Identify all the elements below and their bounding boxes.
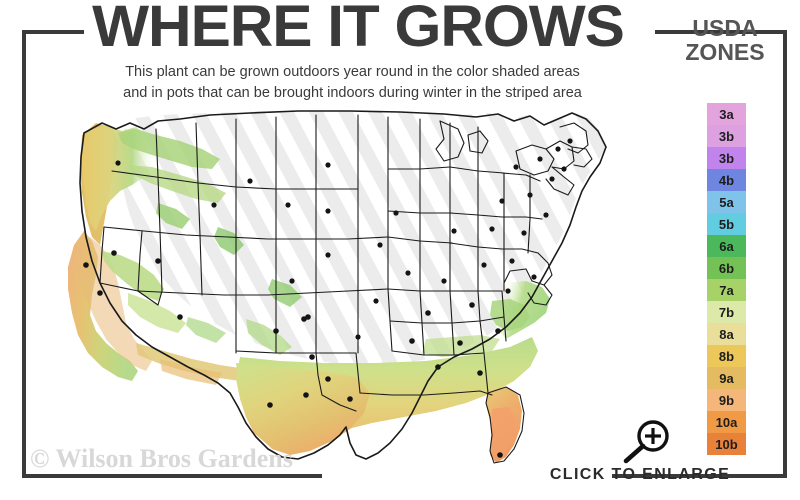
legend-swatch-10b-15: 10b bbox=[707, 433, 746, 455]
subtitle-line-1: This plant can be grown outdoors year ro… bbox=[125, 64, 580, 80]
page-title: WHERE IT GROWS bbox=[92, 0, 625, 59]
legend-swatch-3a-0: 3a bbox=[707, 103, 746, 125]
legend-swatch-6b-7: 6b bbox=[707, 257, 746, 279]
map-city-dots bbox=[83, 138, 573, 458]
legend-swatch-7b-9: 7b bbox=[707, 301, 746, 323]
legend-swatch-9a-12: 9a bbox=[707, 367, 746, 389]
watermark: © Wilson Bros Gardens bbox=[30, 444, 293, 473]
click-to-enlarge-label[interactable]: CLICK TO ENLARGE bbox=[549, 466, 731, 483]
magnifier-plus-icon[interactable] bbox=[620, 418, 676, 466]
legend-swatch-6a-6: 6a bbox=[707, 235, 746, 257]
legend-swatch-5a-4: 5a bbox=[707, 191, 746, 213]
page-subtitle: This plant can be grown outdoors year ro… bbox=[40, 62, 665, 104]
subtitle-line-2: and in pots that can be brought indoors … bbox=[123, 85, 582, 102]
legend-title-line-1: USDA bbox=[692, 15, 758, 41]
legend-swatch-4b-3: 4b bbox=[707, 169, 746, 191]
legend-swatch-8b-11: 8b bbox=[707, 345, 746, 367]
legend-swatch-5b-5: 5b bbox=[707, 213, 746, 235]
frame-bottom-left-edge bbox=[22, 474, 322, 478]
legend-swatch-7a-8: 7a bbox=[707, 279, 746, 301]
frame-left-edge bbox=[22, 30, 26, 478]
legend-title-line-2: ZONES bbox=[685, 39, 765, 66]
legend-title: USDA ZONES bbox=[667, 16, 783, 64]
legend-swatch-3b-2: 3b bbox=[707, 147, 746, 169]
frame-right-edge bbox=[783, 32, 787, 478]
frame-top-left-edge bbox=[22, 30, 84, 34]
map-state-borders bbox=[79, 110, 607, 464]
frame-top-right-edge bbox=[655, 30, 787, 34]
usda-zone-map bbox=[40, 105, 670, 475]
frame-bottom-right-edge bbox=[612, 474, 787, 478]
legend-swatch-3b-1: 3b bbox=[707, 125, 746, 147]
map-south-colored-zones bbox=[236, 281, 550, 463]
legend-zone-swatch-list: 3a 3b 3b 4b 5a 5b 6a 6b 7a 7b 8a 8b 9a 9b 10a 10b bbox=[707, 103, 746, 455]
legend-swatch-9b-13: 9b bbox=[707, 389, 746, 411]
legend-swatch-10a-14: 10a bbox=[707, 411, 746, 433]
legend-swatch-8a-10: 8a bbox=[707, 323, 746, 345]
